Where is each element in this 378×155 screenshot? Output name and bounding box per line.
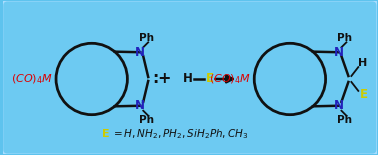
Text: N: N [135,99,145,112]
Text: Ph: Ph [139,33,154,43]
Text: Ph: Ph [139,115,154,125]
Text: $= H, NH_2, PH_2, SiH_2Ph, CH_3$: $= H, NH_2, PH_2, SiH_2Ph, CH_3$ [110,128,248,141]
Text: $(CO)_4M$: $(CO)_4M$ [209,72,251,86]
Text: E: E [360,88,368,101]
Text: Ph: Ph [337,33,352,43]
Text: +: + [157,71,171,86]
Text: H: H [183,73,193,86]
Text: N: N [333,99,344,112]
Text: $(CO)_4M$: $(CO)_4M$ [11,72,53,86]
Text: N: N [135,46,145,59]
Text: Ph: Ph [337,115,352,125]
Text: E: E [206,73,214,86]
Text: N: N [333,46,344,59]
Text: :: : [152,71,158,86]
Text: E: E [102,129,109,140]
Text: H: H [358,58,367,68]
